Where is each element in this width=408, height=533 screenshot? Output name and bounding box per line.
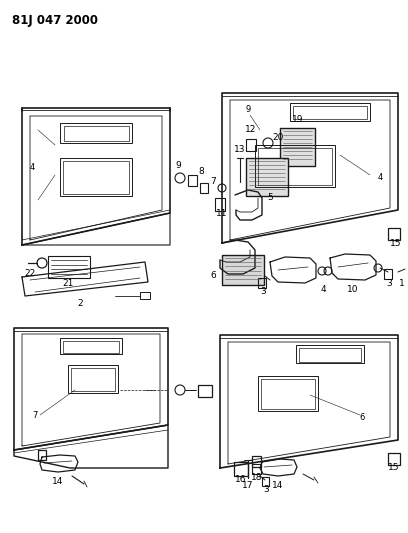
Bar [280,128,315,166]
Bar [262,477,269,486]
Bar [252,456,261,467]
Bar [388,228,400,240]
Bar [255,145,335,187]
Text: 19: 19 [292,116,304,125]
Text: 7: 7 [210,177,216,187]
Bar [388,453,400,465]
Bar [246,139,256,151]
Text: 5: 5 [267,193,273,203]
Bar [258,376,318,411]
Bar [261,379,315,409]
Bar [200,183,208,193]
Text: 8: 8 [198,167,204,176]
Text: 81J 047 2000: 81J 047 2000 [12,14,98,27]
Bar [252,464,261,474]
Bar [63,341,119,353]
Text: 15: 15 [390,238,402,247]
Bar [234,462,248,476]
Text: 10: 10 [347,285,359,294]
Bar [384,269,392,279]
Bar [293,106,367,119]
Text: 4: 4 [320,285,326,294]
Bar [38,450,46,460]
Bar [63,161,129,194]
Text: 7: 7 [32,410,38,419]
Text: 13: 13 [234,146,246,155]
Text: 22: 22 [24,269,35,278]
Bar [258,148,332,185]
Text: 12: 12 [245,125,257,134]
Bar [140,292,150,299]
Bar [198,385,212,397]
Bar [68,365,118,393]
Text: 3: 3 [260,287,266,296]
Bar [290,103,370,121]
Text: 20: 20 [272,133,284,141]
Text: 14: 14 [52,478,64,487]
Bar [64,126,129,141]
Bar [48,256,90,278]
Text: 3: 3 [386,279,392,287]
Bar [71,368,115,391]
Text: 6: 6 [359,414,365,423]
Text: 4: 4 [29,164,35,173]
Bar [299,348,361,362]
Bar [296,345,364,363]
Text: 11: 11 [216,209,228,219]
Bar [246,158,288,196]
Bar [60,158,132,196]
Bar [215,198,225,211]
Text: 14: 14 [272,481,284,489]
Bar [60,338,122,354]
Bar [60,123,132,143]
Text: 21: 21 [62,279,74,288]
Text: 2: 2 [77,300,83,309]
Bar [258,278,266,288]
Text: 4: 4 [377,174,383,182]
Text: 17: 17 [242,481,254,489]
Bar [222,255,264,285]
Bar [188,175,197,186]
Text: 1: 1 [399,279,405,288]
Text: 15: 15 [388,463,400,472]
Text: 9: 9 [175,160,181,169]
Text: 18: 18 [251,473,263,482]
Text: 9: 9 [245,106,251,115]
Text: 3: 3 [263,486,269,495]
Text: 6: 6 [210,271,216,280]
Text: 16: 16 [235,475,247,484]
